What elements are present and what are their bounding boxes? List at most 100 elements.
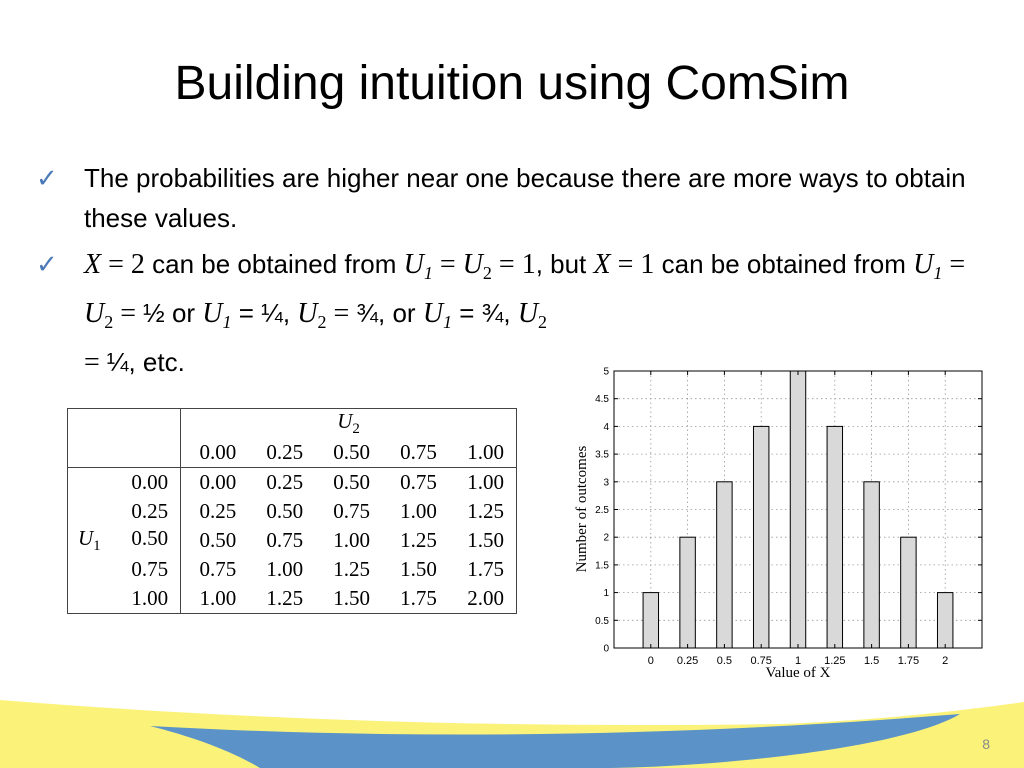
text-run: ¼ bbox=[106, 347, 129, 377]
bar bbox=[789, 370, 807, 649]
text-run: can be obtained from bbox=[654, 249, 914, 279]
y-tick-label: 3.5 bbox=[595, 450, 609, 461]
chart-bars bbox=[642, 370, 954, 649]
table-cell: 0.50 bbox=[266, 499, 304, 523]
math-op: = bbox=[113, 298, 144, 329]
table-cell: 1.75 bbox=[467, 557, 504, 581]
y-tick-label: 3 bbox=[603, 477, 609, 488]
x-tick-label: 2 bbox=[942, 655, 948, 667]
y-tick-label: 4.5 bbox=[595, 394, 609, 405]
table-cell: 1.00 bbox=[467, 470, 504, 494]
table-cell: 0.50 bbox=[333, 470, 370, 494]
x-axis-label: Value of X bbox=[766, 665, 831, 681]
text-run: = ¾, bbox=[452, 298, 518, 328]
math-op: = bbox=[84, 347, 107, 378]
math-sub: 1 bbox=[423, 263, 433, 283]
bar bbox=[900, 536, 917, 649]
sum-table: U2 0.00 0.25 0.50 0.75 1.00 0.00 0.00 0.… bbox=[67, 408, 517, 614]
bullet-list: ✓ The probabilities are higher near one … bbox=[36, 158, 976, 389]
row-header: 1.00 bbox=[67, 584, 182, 614]
math-sub: 1 bbox=[222, 312, 232, 332]
table-cell: 0.50 bbox=[199, 528, 237, 552]
math-var: X bbox=[84, 249, 102, 280]
bullet-1: ✓ The probabilities are higher near one … bbox=[36, 158, 976, 238]
x-tick-label: 1.5 bbox=[864, 655, 879, 667]
math-num: 1 bbox=[521, 249, 536, 280]
y-tick-label: 1 bbox=[603, 588, 609, 599]
table-header-var-row: U2 bbox=[67, 408, 517, 439]
math-num: 1 bbox=[640, 249, 655, 280]
table-cell: 1.50 bbox=[467, 528, 504, 552]
y-tick-label: 2.5 bbox=[595, 505, 609, 516]
x-tick-label: 0.5 bbox=[717, 655, 732, 667]
math-var: U bbox=[422, 298, 444, 329]
row-header: 0.75 bbox=[67, 555, 182, 584]
math-op: = bbox=[610, 249, 641, 280]
table-cell: 1.25 bbox=[400, 528, 437, 552]
y-tick-label: 0.5 bbox=[595, 616, 609, 627]
text-run: or bbox=[164, 298, 203, 328]
math-var: U bbox=[403, 249, 424, 280]
math-sub: 1 bbox=[443, 312, 453, 332]
page-number: 8 bbox=[982, 736, 990, 752]
table-cell: 0.75 bbox=[266, 528, 304, 552]
bar bbox=[863, 481, 880, 649]
x-tick-label: 1.25 bbox=[824, 655, 845, 667]
column-header: 0.25 bbox=[248, 438, 316, 468]
math-var: X bbox=[593, 249, 611, 280]
table-cell: 1.25 bbox=[467, 499, 504, 523]
table-cell: 1.25 bbox=[266, 586, 304, 610]
table-cell: 1.50 bbox=[333, 586, 370, 610]
column-variable-label: U2 bbox=[181, 409, 517, 439]
text-run: , etc. bbox=[128, 347, 185, 377]
var-subscript: 1 bbox=[93, 538, 101, 554]
table-cell: 1.00 bbox=[266, 557, 304, 581]
bullet-2-text: X = 2 can be obtained from U1 = U2 = 1, … bbox=[84, 249, 965, 378]
table-row: 0.00 0.00 0.25 0.50 0.75 1.00 bbox=[67, 467, 517, 497]
table-cell: 0.75 bbox=[333, 499, 370, 523]
row-header-value: 0.50 bbox=[131, 526, 169, 550]
var-name: U bbox=[78, 526, 94, 550]
text-run: ¾ bbox=[356, 298, 379, 328]
table-row: 1.00 1.00 1.25 1.50 1.75 2.00 bbox=[67, 584, 517, 614]
bar-chart: 0 0.5 1 1.5 2 2.5 3 3.5 4 4.5 5 0 0.25 0.5 0.75 1 1.25 1.… bbox=[574, 367, 983, 681]
text-run: = ¼, bbox=[231, 298, 298, 328]
chart-ticks: 0 0.5 1 1.5 2 2.5 3 3.5 4 4.5 5 0 0.25 0.5 0.75 1 1.25 1.… bbox=[595, 367, 982, 667]
bullet-2: ✓ X = 2 can be obtained from U1 = U2 = 1… bbox=[36, 244, 976, 383]
y-tick-label: 4 bbox=[603, 422, 609, 433]
y-tick-label: 0 bbox=[603, 644, 609, 655]
checkmark-icon: ✓ bbox=[36, 249, 58, 279]
row-header: 0.25 bbox=[67, 497, 182, 526]
table-row: 0.75 0.75 1.00 1.25 1.50 1.75 bbox=[67, 555, 517, 584]
var-subscript: 2 bbox=[352, 421, 360, 437]
math-op: = bbox=[491, 249, 522, 280]
table-corner bbox=[67, 408, 182, 438]
column-header: 0.50 bbox=[315, 438, 382, 468]
footer-wave bbox=[0, 700, 1024, 768]
row-variable-label: U1 bbox=[68, 526, 101, 555]
math-var: U bbox=[517, 298, 539, 329]
math-sub: 2 bbox=[482, 263, 492, 283]
table-cell: 1.00 bbox=[199, 586, 237, 610]
table-cell: 1.50 bbox=[400, 557, 437, 581]
math-op: = bbox=[326, 298, 357, 329]
x-tick-label: 1 bbox=[795, 655, 801, 667]
y-tick-label: 1.5 bbox=[595, 560, 609, 571]
table-cell: 1.25 bbox=[333, 557, 370, 581]
bar bbox=[752, 425, 770, 649]
math-sub: 2 bbox=[317, 312, 327, 332]
wave-blue-shape bbox=[150, 714, 960, 768]
table-cell: 1.75 bbox=[400, 586, 437, 610]
x-tick-label: 0.25 bbox=[677, 655, 698, 667]
bar bbox=[936, 592, 954, 649]
column-header: 1.00 bbox=[448, 438, 517, 468]
table-row: 0.25 0.25 0.50 0.75 1.00 1.25 bbox=[67, 497, 517, 526]
text-run: ½ bbox=[143, 298, 165, 328]
column-header: 0.00 bbox=[180, 438, 249, 468]
math-op: = bbox=[432, 249, 463, 280]
table-cell: 1.00 bbox=[333, 528, 370, 552]
math-var: U bbox=[84, 298, 105, 329]
y-tick-label: 5 bbox=[603, 367, 609, 378]
math-var: U bbox=[297, 298, 318, 329]
table-cell: 0.00 bbox=[199, 470, 237, 494]
